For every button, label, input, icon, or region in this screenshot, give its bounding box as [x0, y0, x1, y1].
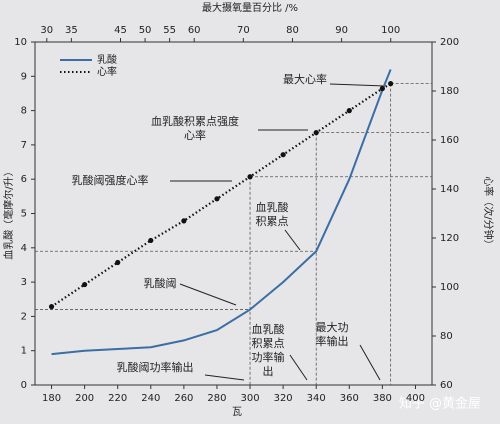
- arrow: [289, 354, 308, 381]
- point: [313, 130, 319, 136]
- x-tick-label: 340: [307, 393, 326, 404]
- annotation: 心率: [184, 128, 206, 142]
- x2-tick-label: 55: [163, 25, 176, 36]
- annotation: 积累点: [252, 337, 285, 350]
- legend-label: 乳酸: [97, 53, 117, 66]
- arrow: [329, 83, 386, 87]
- y2-tick-label: 60: [440, 380, 453, 391]
- y-tick-label: 1: [21, 346, 27, 357]
- y-tick-label: 0: [21, 380, 27, 391]
- y2-tick-label: 160: [440, 135, 459, 146]
- x-tick-label: 280: [207, 393, 226, 404]
- arrow: [359, 344, 381, 381]
- arrow: [284, 229, 301, 251]
- chart-title: 最大摄氧量百分比 /%: [202, 1, 298, 14]
- x2-tick-label: 80: [286, 25, 299, 36]
- x2-tick-label: 50: [139, 25, 152, 36]
- point: [247, 174, 253, 180]
- y-tick-label: 10: [14, 37, 27, 48]
- annotation: 血乳酸: [252, 322, 285, 336]
- x-axis-label: 瓦: [232, 407, 242, 418]
- y2-tick-label: 200: [440, 37, 459, 48]
- y-tick-label: 6: [21, 174, 27, 185]
- annotation: 血乳酸: [256, 200, 289, 214]
- x-tick-label: 360: [340, 393, 359, 404]
- y2-tick-label: 120: [440, 233, 459, 244]
- y-tick-label: 3: [21, 277, 27, 288]
- annotation: 最大功: [316, 320, 349, 334]
- point: [346, 108, 352, 114]
- x-tick-label: 300: [240, 393, 259, 404]
- arrow: [179, 283, 237, 306]
- point: [388, 81, 394, 87]
- x-tick-label: 220: [108, 393, 127, 404]
- point: [115, 259, 121, 266]
- x2-tick-label: 60: [188, 25, 201, 36]
- series-line: [51, 69, 392, 356]
- x-tick-label: 260: [174, 393, 193, 404]
- annotation: 率输出: [316, 334, 349, 348]
- y-tick-label: 2: [21, 311, 27, 322]
- x-tick-label: 200: [75, 393, 94, 404]
- point: [82, 281, 88, 288]
- point: [181, 218, 187, 224]
- legend-label: 心率: [97, 65, 117, 78]
- x2-tick-label: 70: [237, 25, 250, 36]
- y-axis-label: 血乳酸（毫摩尔/升）: [2, 166, 15, 259]
- point: [48, 304, 55, 310]
- annotation: 积累点: [256, 215, 289, 228]
- x-tick-label: 400: [406, 393, 425, 404]
- x2-tick-label: 90: [335, 25, 348, 36]
- y2-tick-label: 100: [440, 282, 459, 293]
- arrow: [204, 374, 245, 381]
- y2-axis-label: 心率（次/分钟）: [482, 176, 495, 249]
- y-tick-label: 7: [21, 140, 27, 151]
- annotation: 乳酸阈功率输出: [117, 360, 194, 374]
- y-tick-label: 5: [21, 209, 27, 220]
- y-tick-label: 9: [21, 71, 27, 82]
- x2-tick-label: 100: [381, 25, 400, 36]
- annotation: 乳酸阈: [144, 276, 177, 290]
- y-tick-label: 4: [21, 243, 27, 254]
- annotation: 功率输: [252, 350, 285, 364]
- x-tick-label: 380: [373, 393, 392, 404]
- point: [214, 196, 220, 202]
- point: [280, 152, 286, 158]
- series-line: [50, 82, 392, 308]
- annotation: 血乳酸积累点强度: [151, 114, 239, 128]
- plot-frame: [34, 41, 433, 386]
- y2-tick-label: 180: [440, 86, 459, 97]
- y2-tick-label: 140: [440, 184, 459, 195]
- x2-tick-label: 45: [114, 25, 127, 36]
- annotation: 出: [263, 364, 274, 378]
- annotation: 乳酸阈强度心率: [72, 173, 149, 187]
- x2-tick-label: 30: [40, 25, 53, 36]
- x-tick-label: 240: [141, 393, 160, 404]
- x-tick-label: 180: [42, 393, 61, 404]
- point: [379, 85, 385, 92]
- watermark: 知乎 @黄金屋: [399, 396, 481, 412]
- y-tick-label: 8: [21, 106, 27, 117]
- point: [148, 237, 154, 244]
- annotation: 最大心率: [283, 72, 327, 86]
- x2-tick-label: 35: [65, 25, 78, 36]
- y2-tick-label: 80: [440, 331, 453, 342]
- arrows: [170, 83, 386, 381]
- x-tick-label: 320: [274, 393, 293, 404]
